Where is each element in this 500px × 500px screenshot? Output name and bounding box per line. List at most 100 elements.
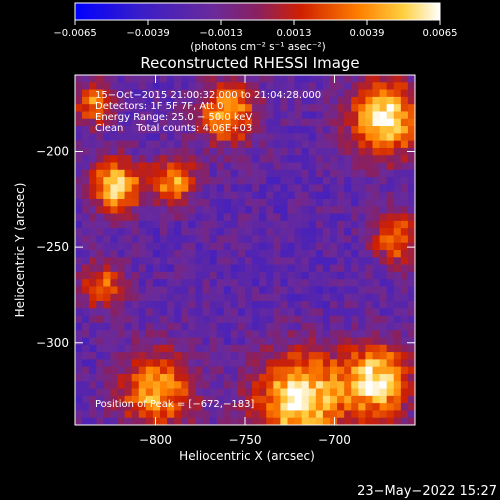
- heatmap-cell: [379, 381, 388, 390]
- heatmap-cell: [174, 264, 182, 273]
- heatmap-cell: [330, 264, 338, 273]
- heatmap-cell: [407, 191, 415, 200]
- heatmap-cell: [273, 322, 281, 331]
- heatmap-cell: [400, 322, 409, 331]
- heatmap-cell: [237, 242, 246, 251]
- heatmap-cell: [124, 395, 133, 404]
- heatmap-cell: [330, 228, 338, 236]
- heatmap-cell: [202, 403, 211, 411]
- heatmap-cell: [301, 410, 310, 419]
- heatmap-cell: [230, 191, 239, 200]
- heatmap-cell: [216, 111, 225, 120]
- heatmap-cell: [152, 191, 161, 200]
- heatmap-cell: [386, 169, 395, 178]
- heatmap-cell: [245, 96, 253, 105]
- heatmap-cell: [117, 395, 126, 404]
- heatmap-cell: [337, 162, 345, 171]
- heatmap-cell: [96, 286, 104, 295]
- heatmap-cell: [75, 301, 83, 309]
- heatmap-cell: [131, 104, 140, 112]
- heatmap-cell: [301, 162, 310, 171]
- heatmap-cell: [230, 417, 239, 425]
- heatmap-cell: [174, 242, 182, 251]
- heatmap-cell: [259, 352, 267, 360]
- heatmap-cell: [337, 315, 345, 324]
- heatmap-cell: [152, 133, 161, 142]
- heatmap-cell: [266, 315, 274, 324]
- heatmap-cell: [280, 242, 288, 251]
- heatmap-cell: [330, 410, 338, 419]
- heatmap-cell: [131, 264, 140, 273]
- heatmap-cell: [266, 286, 274, 295]
- heatmap-cell: [273, 417, 281, 425]
- heatmap-cell: [330, 235, 338, 244]
- heatmap-cell: [344, 417, 352, 425]
- heatmap-cell: [216, 118, 225, 127]
- heatmap-cell: [252, 257, 260, 266]
- heatmap-cell: [110, 235, 118, 244]
- heatmap-cell: [138, 417, 147, 425]
- heatmap-cell: [216, 220, 225, 229]
- heatmap-cell: [393, 82, 402, 91]
- heatmap-cell: [223, 133, 232, 142]
- heatmap-cell: [407, 395, 415, 404]
- heatmap-cell: [322, 388, 331, 397]
- heatmap-cell: [393, 220, 402, 229]
- heatmap-cell: [287, 75, 296, 83]
- heatmap-cell: [96, 220, 104, 229]
- heatmap-cell: [252, 140, 260, 149]
- heatmap-cell: [117, 206, 126, 215]
- heatmap-cell: [294, 322, 303, 331]
- heatmap-cell: [223, 373, 232, 382]
- heatmap-cell: [181, 271, 189, 280]
- heatmap-cell: [82, 337, 90, 346]
- heatmap-cell: [75, 133, 83, 142]
- x-tick-label: −700: [318, 433, 351, 447]
- heatmap-cell: [82, 359, 90, 368]
- heatmap-cell: [386, 293, 395, 302]
- heatmap-cell: [195, 257, 203, 266]
- heatmap-cell: [110, 82, 118, 91]
- heatmap-cell: [160, 140, 168, 149]
- heatmap-cell: [358, 96, 366, 105]
- heatmap-cell: [379, 286, 388, 295]
- heatmap-cell: [245, 198, 253, 207]
- heatmap-cell: [287, 264, 296, 273]
- heatmap-cell: [379, 337, 388, 346]
- heatmap-cell: [131, 133, 140, 142]
- heatmap-cell: [181, 417, 189, 425]
- heatmap-cell: [407, 301, 415, 309]
- heatmap-cell: [330, 344, 338, 353]
- heatmap-cell: [223, 315, 232, 324]
- heatmap-cell: [117, 162, 126, 171]
- heatmap-cell: [82, 111, 90, 120]
- heatmap-cell: [230, 250, 239, 258]
- heatmap-cell: [195, 169, 203, 178]
- heatmap-cell: [209, 111, 218, 120]
- heatmap-cell: [82, 177, 90, 185]
- heatmap-cell: [393, 155, 402, 163]
- heatmap-cell: [393, 242, 402, 251]
- heatmap-cell: [209, 147, 218, 156]
- heatmap-cell: [181, 184, 189, 193]
- heatmap-cell: [322, 315, 331, 324]
- heatmap-cell: [145, 337, 154, 346]
- heatmap-cell: [294, 191, 303, 200]
- heatmap-cell: [259, 344, 267, 353]
- heatmap-cell: [188, 82, 196, 91]
- heatmap-cell: [103, 242, 111, 251]
- heatmap-cell: [96, 242, 104, 251]
- heatmap-cell: [202, 315, 211, 324]
- heatmap-cell: [202, 162, 211, 171]
- heatmap-cell: [188, 111, 196, 120]
- x-tick-label: −800: [139, 433, 172, 447]
- heatmap-cell: [167, 75, 175, 83]
- heatmap-cell: [124, 89, 133, 98]
- heatmap-cell: [96, 410, 104, 419]
- heatmap-cell: [308, 352, 317, 360]
- heatmap-cell: [393, 417, 402, 425]
- heatmap-cell: [351, 118, 359, 127]
- heatmap-cell: [75, 271, 83, 280]
- heatmap-cell: [160, 344, 168, 353]
- heatmap-cell: [138, 308, 147, 317]
